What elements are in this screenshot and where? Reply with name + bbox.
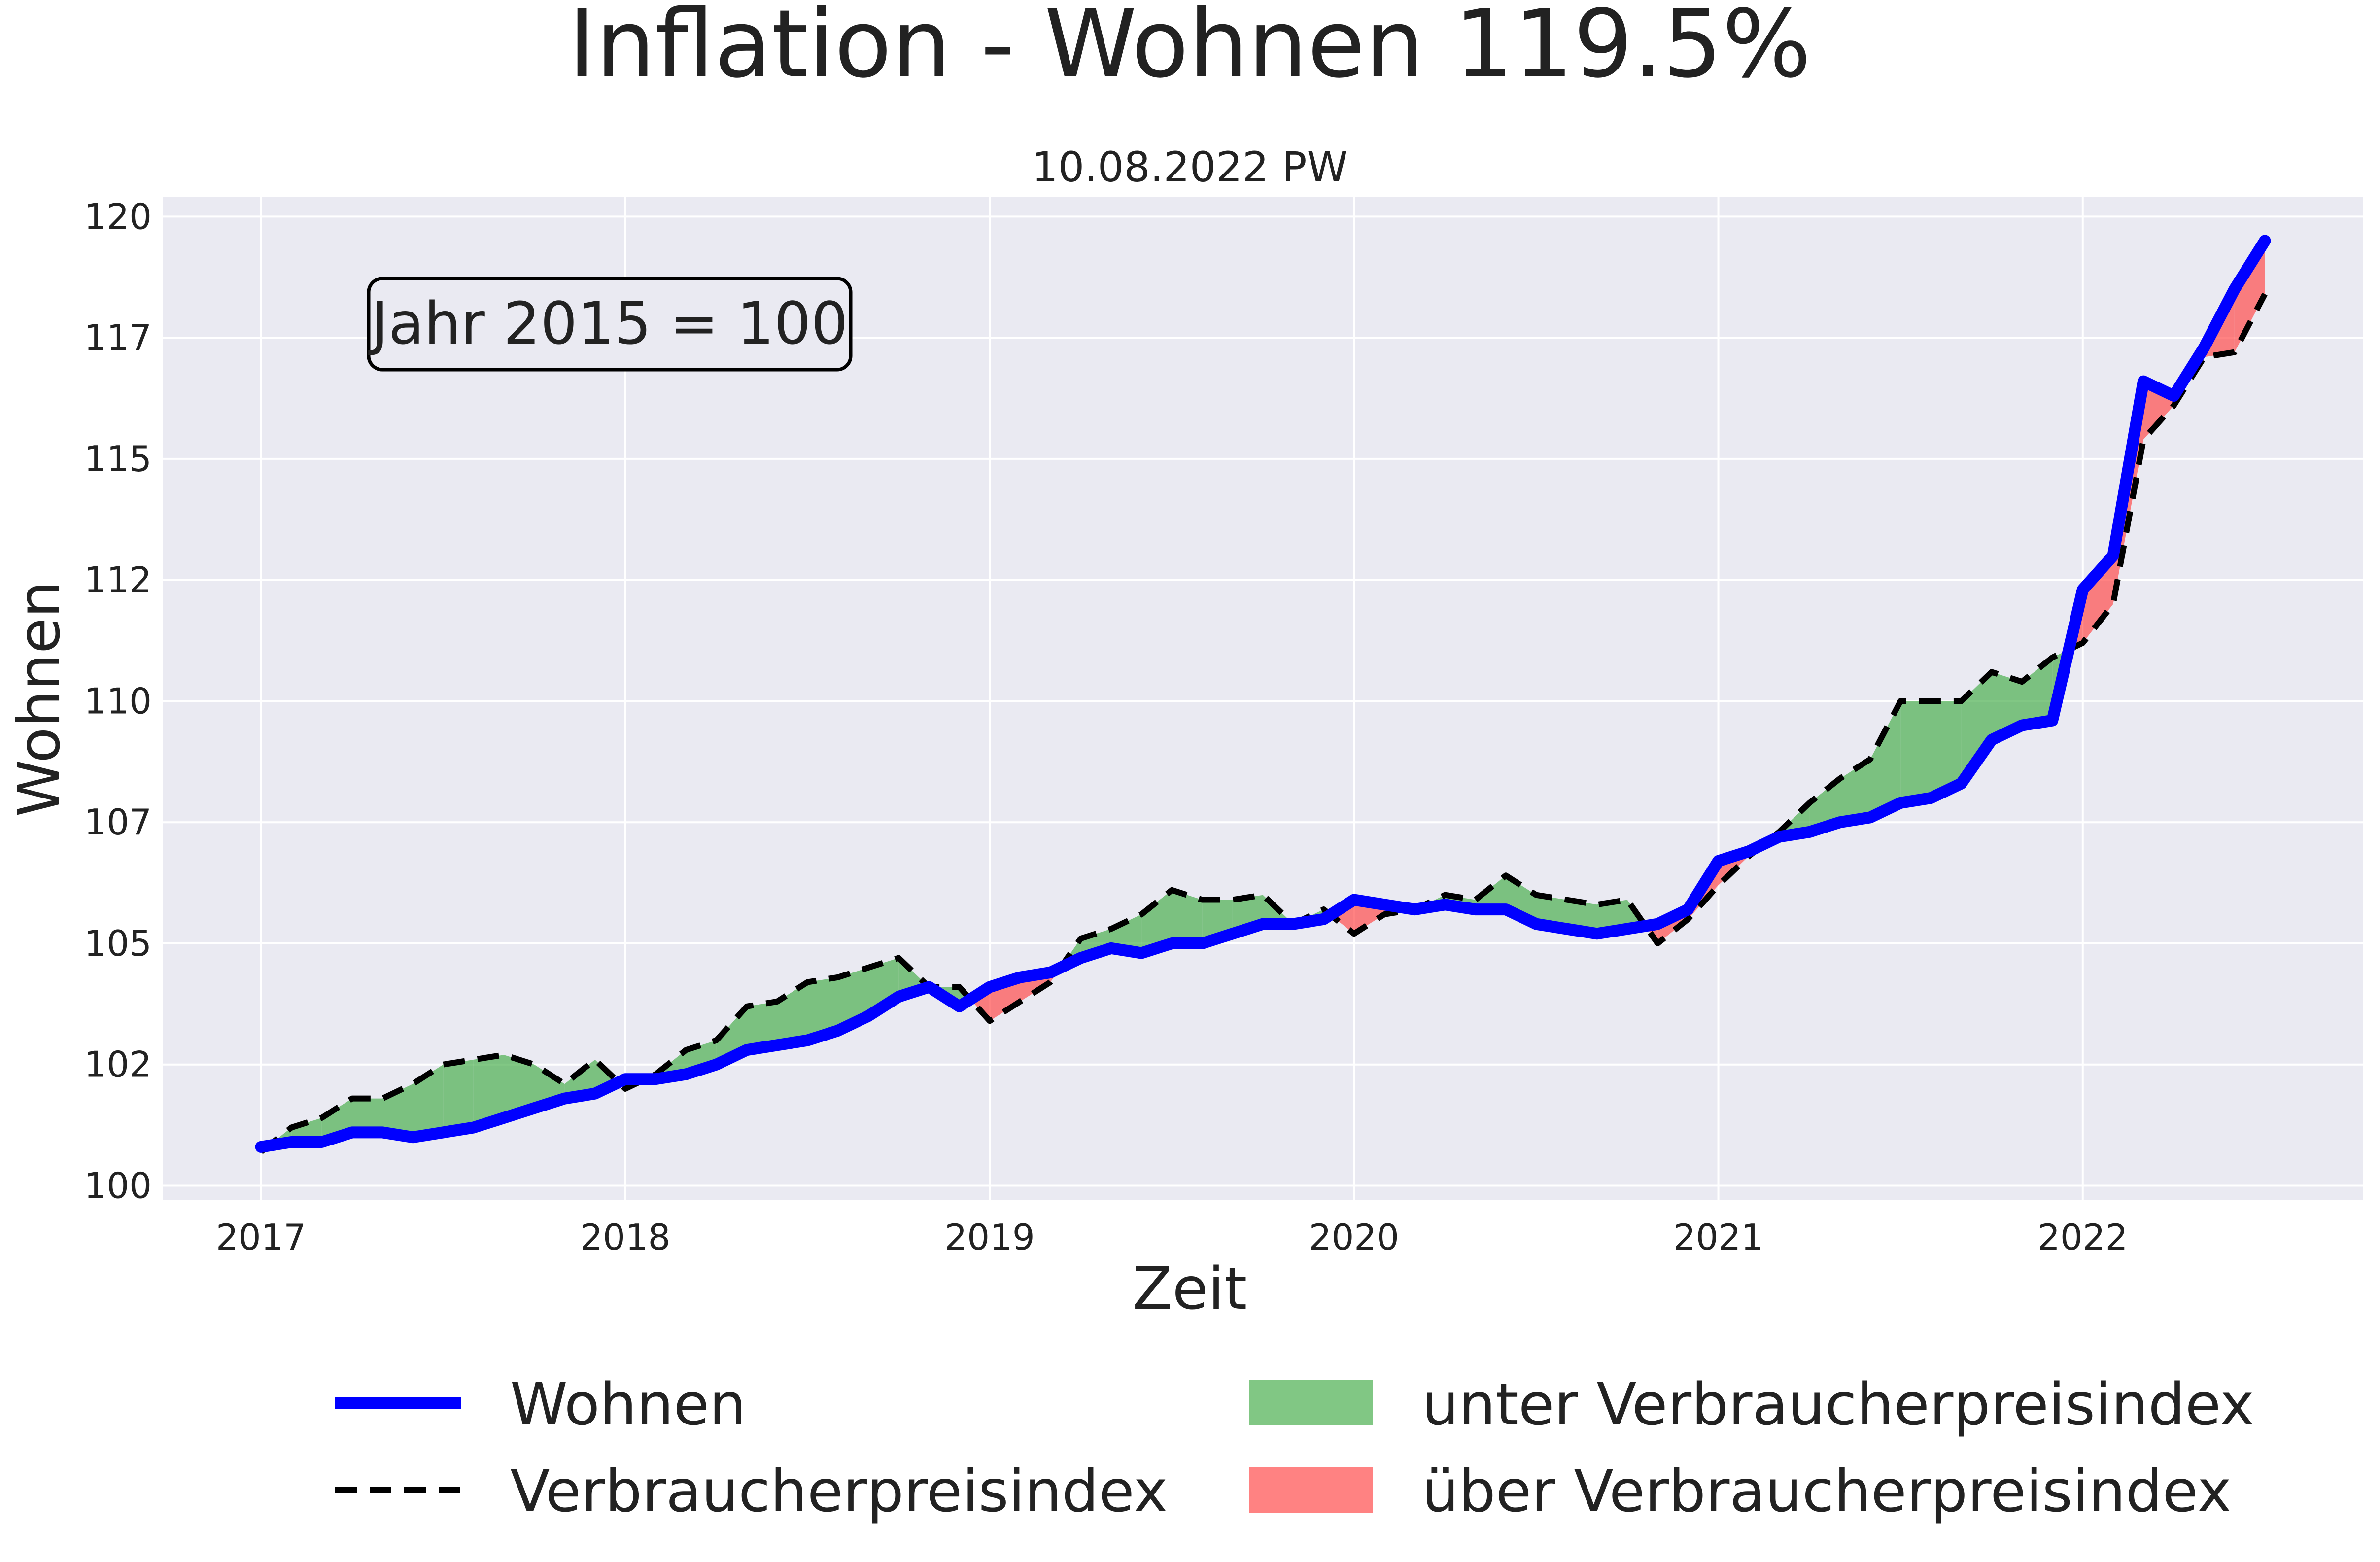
y-tick-label-3: 107: [84, 801, 152, 843]
fill-below-63: [1931, 701, 1962, 798]
fill-below-6: [413, 1064, 444, 1138]
fill-below-7: [443, 1059, 474, 1133]
chart-title: Inflation - Wohnen 119.5%: [568, 0, 1811, 99]
fill-below-19: [747, 1001, 777, 1050]
annotation-text: Jahr 2015 = 100: [368, 289, 848, 357]
fill-above-74: [2234, 241, 2265, 352]
y-axis-label: Wohnen: [5, 581, 73, 817]
fill-below-34: [1141, 890, 1172, 953]
fill-below-21: [807, 977, 838, 1041]
annotation-frame: [367, 277, 853, 372]
fill-below-61: [1870, 701, 1901, 818]
x-axis-ticks: 2017 2018 2019 2020 2021 2022: [216, 1216, 2128, 1258]
fill-below-33: [1111, 914, 1142, 953]
series-lines: [255, 235, 2271, 1154]
fill-below-2: [291, 1117, 322, 1142]
y-tick-label-2: 105: [84, 923, 152, 964]
y-tick-label-7: 117: [84, 317, 152, 358]
y-tick-label-6: 115: [84, 438, 152, 480]
fill-above-69: [2082, 555, 2113, 643]
fill-below-66: [2022, 657, 2053, 726]
fill-below-46: [1475, 875, 1506, 910]
legend-label-vpi: Verbraucherpreisindex: [510, 1457, 1168, 1525]
fill-below-64: [1961, 672, 1992, 784]
legend-label-below: unter Verbraucherpreisindex: [1422, 1370, 2254, 1438]
legend: Wohnen Verbraucherpreisindex unter Verbr…: [335, 1370, 2254, 1525]
x-axis-label: Zeit: [1133, 1254, 1247, 1322]
y-tick-label-0: 100: [84, 1165, 152, 1207]
fill-below-35: [1172, 890, 1203, 943]
y-tick-label-5: 112: [84, 559, 152, 601]
fill-below-8: [473, 1055, 504, 1128]
x-tick-label-1: 2018: [580, 1216, 670, 1258]
legend-label-above: über Verbraucherpreisindex: [1422, 1457, 2232, 1525]
fill-below-9: [504, 1055, 534, 1118]
x-tick-label-5: 2022: [2037, 1216, 2128, 1258]
series-line-wohnen: [255, 235, 2271, 1153]
annotation-box: Jahr 2015 = 100: [367, 277, 853, 372]
legend-label-wohnen: Wohnen: [510, 1370, 746, 1438]
y-tick-label-1: 102: [84, 1044, 152, 1085]
x-tick-label-0: 2017: [216, 1216, 306, 1258]
legend-swatch-above: [1249, 1467, 1373, 1513]
x-tick-label-2: 2019: [944, 1216, 1035, 1258]
legend-swatch-below: [1249, 1380, 1373, 1425]
fill-below-4: [352, 1098, 382, 1133]
fill-below-62: [1900, 701, 1931, 803]
series-line-vpi: [259, 292, 2268, 1154]
chart-subtitle: 10.08.2022 PW: [1032, 143, 1347, 191]
x-tick-label-3: 2020: [1309, 1216, 1399, 1258]
y-axis-ticks: 100 102 105 107 110 112 115 117 120: [84, 196, 152, 1206]
fill-below-60: [1840, 759, 1870, 823]
y-tick-label-8: 120: [84, 196, 152, 237]
y-tick-label-4: 110: [84, 680, 152, 722]
x-tick-label-4: 2021: [1673, 1216, 1763, 1258]
